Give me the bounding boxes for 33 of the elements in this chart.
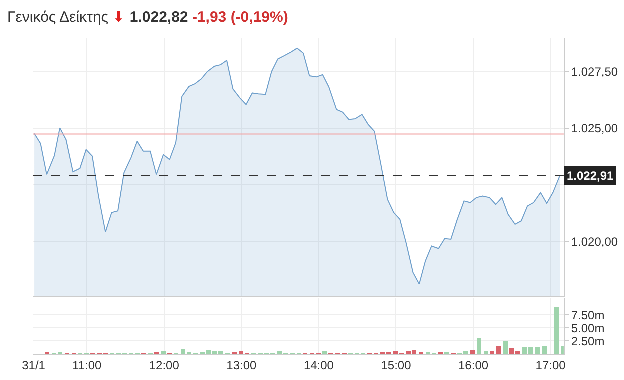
bar [160,350,166,354]
text: -1,93 [192,8,227,26]
x-tick-label: 12:00 [149,358,180,373]
y-tick-label: 1.020,00 [571,234,618,249]
x-tick-label: 11:00 [72,358,102,373]
x-tick-label: 17:00 [536,358,566,373]
bar [502,340,508,354]
bar [534,346,540,354]
y-tick-label: 1.025,00 [571,122,618,136]
text: ⬇ [112,8,126,26]
chart-title: Γενικός Δείκτης [7,8,109,26]
ref-line-label: 1.022,91 [567,169,614,183]
bar [542,346,547,354]
y-tick-label: 7.50m [571,308,605,322]
bar [496,346,501,354]
bar [238,350,243,354]
bar [484,350,488,354]
bar [490,350,494,354]
x-tick-label: 16:00 [458,358,489,373]
x-tick-label: 15:00 [381,358,412,373]
bar [180,348,185,354]
x-tick-label: 14:00 [304,358,334,373]
bar [554,306,559,354]
y-tick-label: 2.50m [571,334,605,348]
bar [476,338,481,354]
text: 1.022,82 [130,8,188,26]
bar [470,350,475,354]
bar [322,350,327,354]
x-tick-label: 31/1 [22,358,46,373]
y-tick-label: 1.027,50 [571,65,618,80]
x-tick-label: 13:00 [226,358,258,373]
y-tick-label: 5.00m [571,321,605,336]
text: (-0,19%) [230,8,288,26]
